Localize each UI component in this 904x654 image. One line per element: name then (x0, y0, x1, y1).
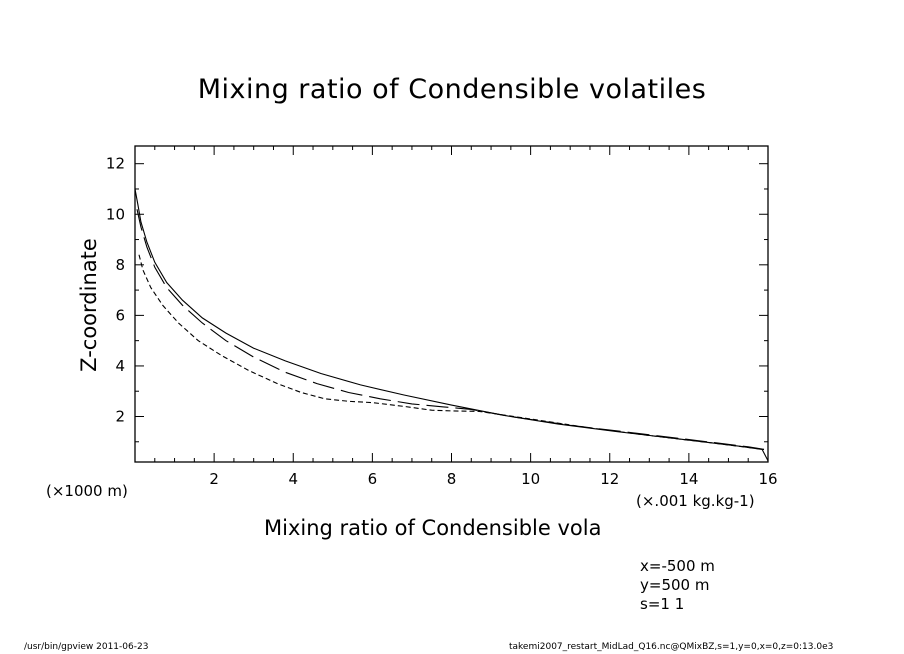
x-tick-label: 8 (447, 470, 457, 488)
x-axis-unit: (×.001 kg.kg-1) (636, 492, 755, 510)
info-s: s=1 1 (640, 595, 685, 613)
y-tick-label: 6 (115, 306, 125, 324)
y-tick-label: 8 (115, 256, 125, 274)
x-tick-label: 6 (368, 470, 378, 488)
info-y: y=500 m (640, 576, 710, 594)
x-tick-label: 12 (600, 470, 619, 488)
y-tick-label: 10 (106, 205, 125, 223)
footer-right: takemi2007_restart_MidLad_Q16.nc@QMixBZ,… (509, 642, 834, 652)
y-tick-label: 12 (106, 155, 125, 173)
chart-title: Mixing ratio of Condensible volatiles (197, 74, 707, 105)
x-tick-label: 4 (288, 470, 298, 488)
x-axis-label: Mixing ratio of Condensible vola (264, 516, 602, 540)
series-line-long-dash (136, 209, 765, 450)
series-line-solid (134, 188, 769, 461)
y-axis-unit: (×1000 m) (46, 482, 128, 500)
axis-ticks: 2 4 6 8 10 12 14 16 2 4 6 8 10 12 (106, 146, 778, 488)
y-tick-label: 4 (115, 357, 125, 375)
footer-left: /usr/bin/gpview 2011-06-23 (24, 642, 149, 652)
x-tick-label: 16 (758, 470, 777, 488)
x-tick-label: 2 (209, 470, 219, 488)
y-tick-label: 2 (115, 407, 125, 425)
series-line-short-dash (138, 254, 765, 450)
info-x: x=-500 m (640, 557, 715, 575)
series-group (134, 188, 769, 461)
plot-frame (134, 145, 769, 463)
x-tick-label: 10 (521, 470, 540, 488)
x-tick-label: 14 (679, 470, 698, 488)
